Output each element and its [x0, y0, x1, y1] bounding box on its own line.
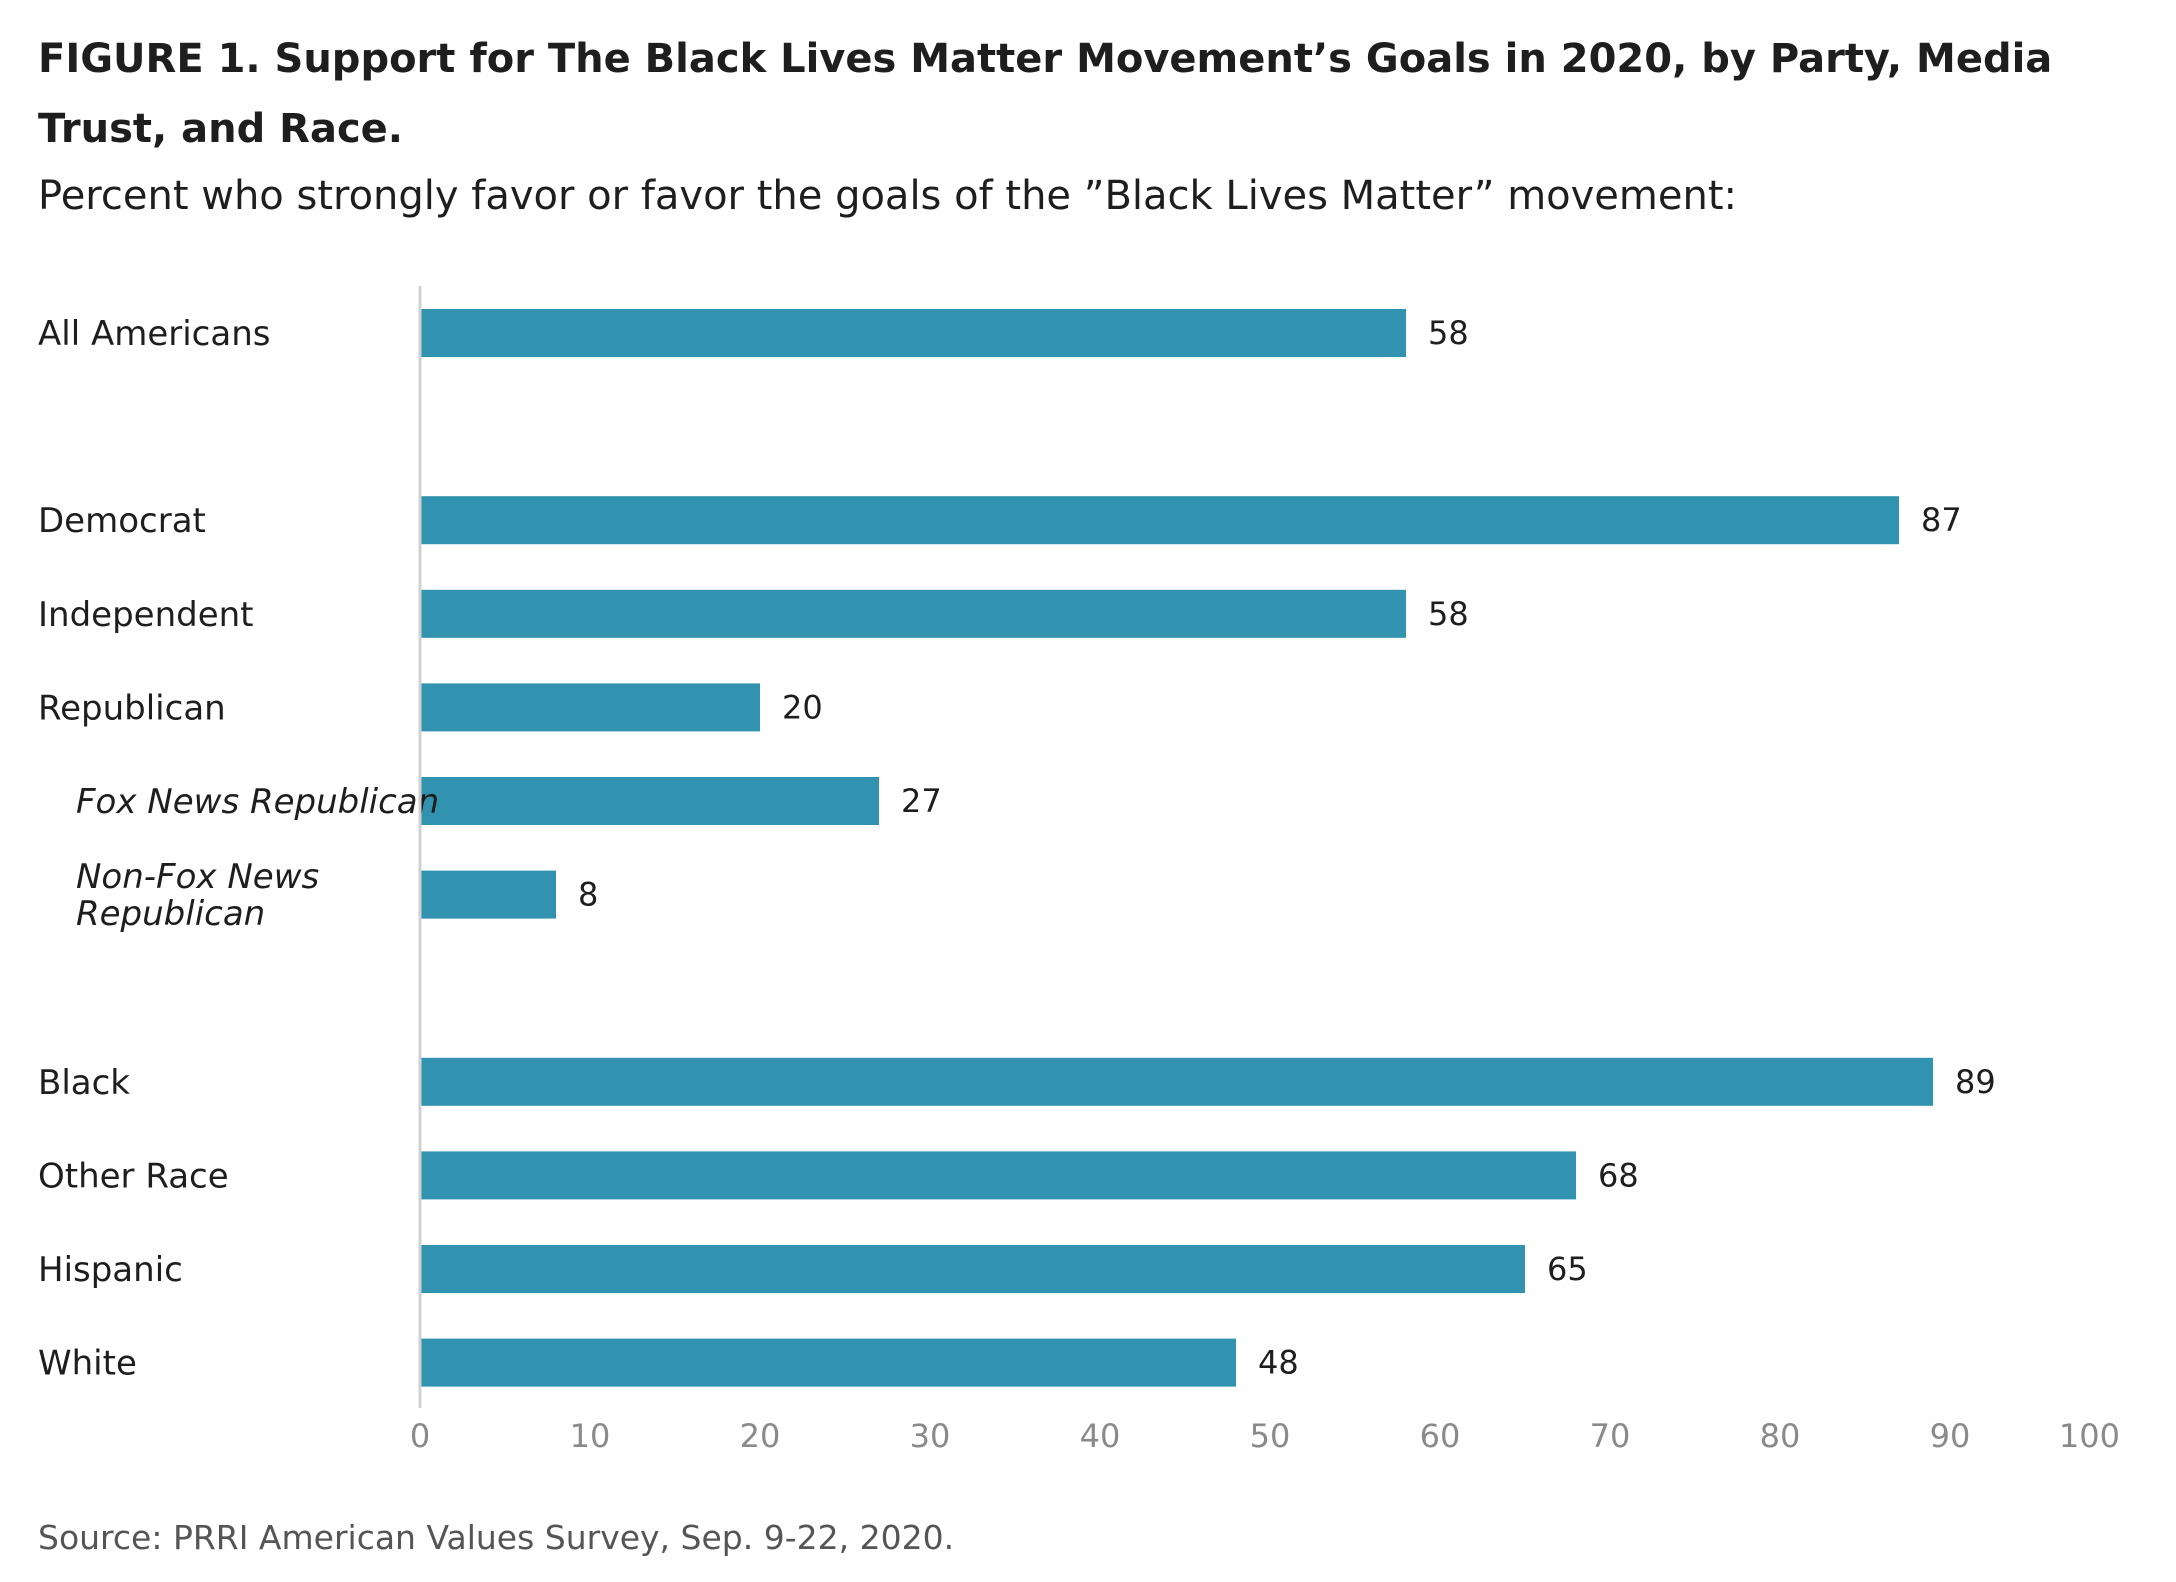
value-label-hispanic: 65 — [1547, 1250, 1588, 1288]
source-note: Source: PRRI American Values Survey, Sep… — [38, 1518, 955, 1557]
x-tick-60: 60 — [1420, 1417, 1461, 1455]
x-tick-40: 40 — [1080, 1417, 1121, 1455]
value-label-non-fox-news-republican: 8 — [578, 876, 598, 914]
bar-black — [421, 1057, 1933, 1106]
bar-republican — [421, 683, 760, 732]
category-label-all-americans: All Americans — [38, 314, 270, 354]
value-label-all-americans: 58 — [1428, 314, 1469, 352]
bar-fox-news-republican — [421, 777, 879, 825]
chart-title: FIGURE 1. Support for The Black Lives Ma… — [38, 36, 2053, 152]
value-label-republican: 20 — [782, 688, 823, 726]
bar-non-fox-news-republican — [421, 870, 556, 919]
category-label-line: Republican — [76, 894, 265, 934]
value-label-independent: 58 — [1428, 595, 1469, 633]
x-tick-100: 100 — [2059, 1417, 2120, 1455]
chart-subtitle: Percent who strongly favor or favor the … — [38, 173, 1738, 219]
value-labels: 58 87 58 20 27 8 89 68 65 48 — [578, 314, 1996, 1382]
x-tick-70: 70 — [1590, 1417, 1631, 1455]
category-label-other-race: Other Race — [38, 1156, 229, 1196]
category-label-democrat: Democrat — [38, 501, 206, 541]
category-label-line: Democrat — [38, 501, 206, 541]
x-tick-20: 20 — [740, 1417, 781, 1455]
category-label-republican: Republican — [38, 688, 226, 728]
category-labels: All Americans Democrat Independent Republic… — [38, 314, 439, 1384]
category-label-line: Black — [38, 1063, 130, 1103]
bar-democrat — [421, 496, 1899, 545]
value-label-democrat: 87 — [1921, 501, 1962, 539]
bar-independent — [421, 589, 1406, 638]
x-tick-80: 80 — [1760, 1417, 1801, 1455]
value-label-black: 89 — [1955, 1063, 1996, 1101]
category-label-line: Non-Fox News — [76, 857, 319, 897]
category-label-line: Hispanic — [38, 1250, 183, 1290]
category-label-line: White — [38, 1344, 137, 1384]
bar-white — [421, 1338, 1236, 1387]
category-label-line: Fox News Republican — [76, 782, 439, 822]
x-tick-90: 90 — [1930, 1417, 1971, 1455]
x-tick-0: 0 — [410, 1417, 430, 1455]
category-label-hispanic: Hispanic — [38, 1250, 183, 1290]
bars-group — [421, 309, 1933, 1387]
category-label-non-fox-news-republican: Non-Fox News Republican — [76, 857, 319, 934]
bar-other-race — [421, 1151, 1576, 1200]
category-label-line: Other Race — [38, 1156, 229, 1196]
x-tick-30: 30 — [910, 1417, 951, 1455]
category-label-line: Independent — [38, 595, 254, 635]
bar-all-americans — [421, 309, 1406, 357]
value-label-fox-news-republican: 27 — [901, 782, 942, 820]
category-label-line: All Americans — [38, 314, 270, 354]
category-label-line: Republican — [38, 688, 226, 728]
category-label-fox-news-republican: Fox News Republican — [76, 782, 439, 822]
value-label-white: 48 — [1258, 1344, 1299, 1382]
category-label-independent: Independent — [38, 595, 254, 635]
bar-hispanic — [421, 1245, 1525, 1293]
value-label-other-race: 68 — [1598, 1156, 1639, 1194]
x-tick-50: 50 — [1250, 1417, 1291, 1455]
category-label-white: White — [38, 1344, 137, 1384]
x-axis-ticks: 0 10 20 30 40 50 60 70 80 90 100 — [410, 1417, 2120, 1455]
category-label-black: Black — [38, 1063, 130, 1103]
x-tick-10: 10 — [570, 1417, 611, 1455]
